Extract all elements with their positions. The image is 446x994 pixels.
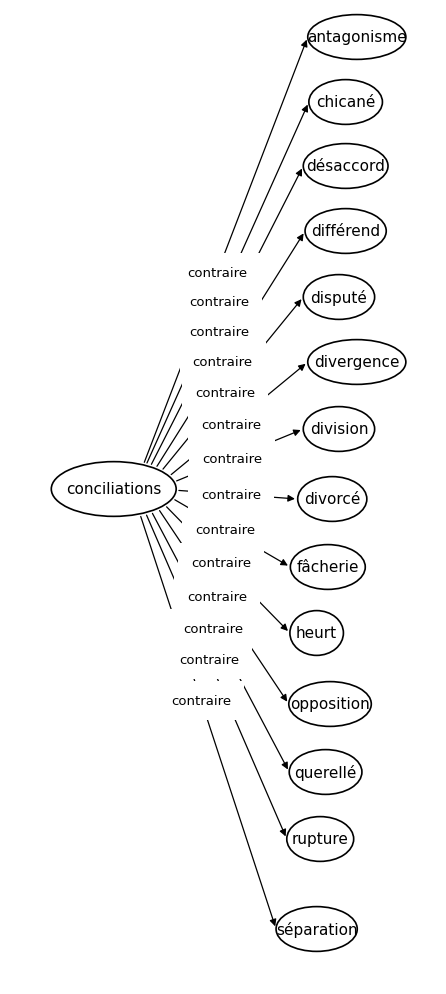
Text: contraire: contraire [195,387,255,400]
Text: divorcé: divorcé [304,492,360,507]
Ellipse shape [289,682,371,727]
Text: contraire: contraire [201,488,261,501]
Text: contraire: contraire [171,695,231,708]
Text: querellé: querellé [294,764,357,780]
Ellipse shape [303,408,375,452]
Text: contraire: contraire [195,523,256,536]
Text: disputé: disputé [310,289,368,306]
Text: contraire: contraire [193,356,253,369]
Text: rupture: rupture [292,832,349,847]
Text: antagonisme: antagonisme [307,31,407,46]
Text: heurt: heurt [296,626,337,641]
Text: contraire: contraire [187,590,247,603]
Ellipse shape [305,210,386,254]
Text: fâcherie: fâcherie [297,560,359,575]
Ellipse shape [308,16,406,61]
Text: contraire: contraire [202,452,262,465]
Ellipse shape [308,340,406,385]
Text: contraire: contraire [183,622,244,635]
Text: division: division [310,422,368,437]
Text: contraire: contraire [191,557,251,570]
Text: contraire: contraire [179,653,239,666]
Text: séparation: séparation [276,921,358,937]
Text: contraire: contraire [189,296,249,309]
Ellipse shape [276,907,357,951]
Text: chicané: chicané [316,95,376,110]
Ellipse shape [287,817,354,862]
Ellipse shape [289,749,362,794]
Ellipse shape [51,462,176,517]
Ellipse shape [290,545,365,589]
Ellipse shape [303,275,375,320]
Text: conciliations: conciliations [66,482,161,497]
Text: contraire: contraire [202,418,261,432]
Text: contraire: contraire [187,266,248,279]
Text: divergence: divergence [314,355,400,370]
Ellipse shape [298,477,367,522]
Text: opposition: opposition [290,697,370,712]
Text: désaccord: désaccord [306,159,385,174]
Text: différend: différend [311,225,380,240]
Ellipse shape [290,611,343,656]
Text: contraire: contraire [189,326,249,339]
Ellipse shape [303,144,388,189]
Ellipse shape [309,81,383,125]
